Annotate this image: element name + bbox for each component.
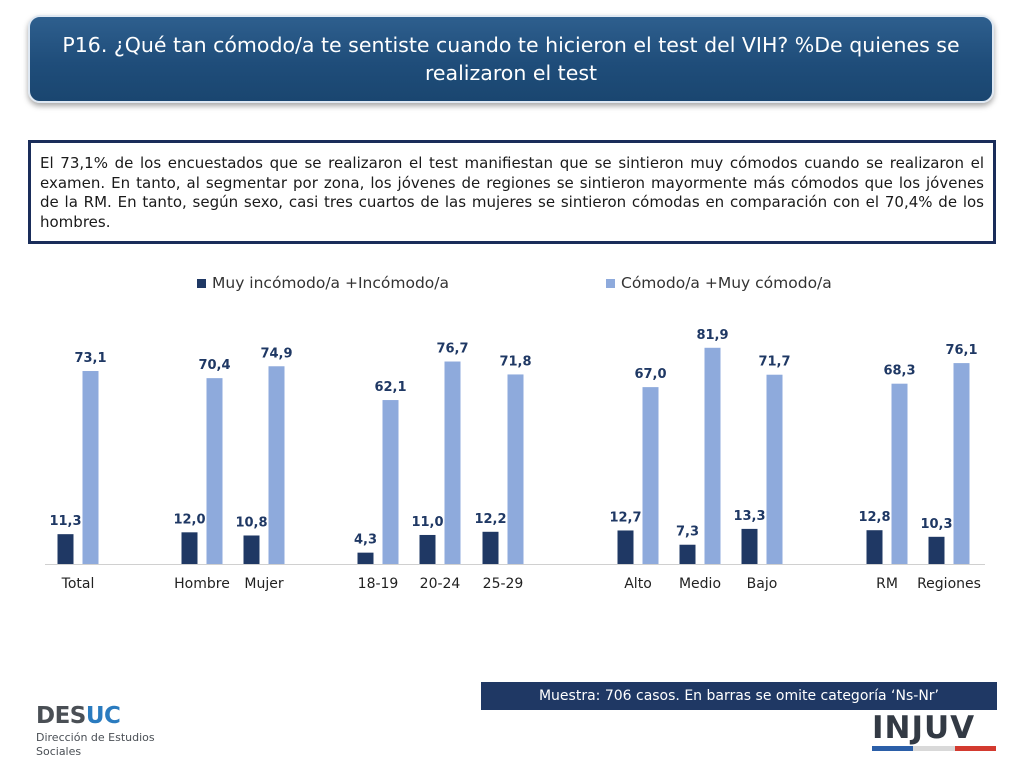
data-label-series-1-medio: 7,3 xyxy=(676,525,699,540)
bar-series-2-18-19 xyxy=(382,400,399,564)
bar-series-1-regiones xyxy=(928,536,945,564)
bar-series-2-total xyxy=(82,371,99,564)
bar-series-2-bajo xyxy=(766,374,783,564)
bar-chart: 11,3 73,1 Total 12,0 70,4 Hombre 10,8 74,9 Mujer… xyxy=(45,328,985,592)
category-label-alto: Alto xyxy=(624,576,652,592)
data-label-series-1-20-24: 11,0 xyxy=(411,515,443,530)
data-label-series-1-18-19: 4,3 xyxy=(354,533,377,548)
data-label-series-2-total: 73,1 xyxy=(74,351,106,366)
data-label-series-1-25-29: 12,2 xyxy=(474,512,506,527)
data-label-series-2-20-24: 76,7 xyxy=(436,342,468,357)
data-label-series-1-hombre: 12,0 xyxy=(173,512,205,527)
desuc-wordmark: DESUC xyxy=(36,703,155,729)
data-label-series-1-total: 11,3 xyxy=(49,514,81,529)
data-label-series-2-bajo: 71,7 xyxy=(758,355,790,370)
category-label-mujer: Mujer xyxy=(244,576,283,592)
category-label-total: Total xyxy=(61,576,95,592)
bar-series-2-25-29 xyxy=(507,374,524,564)
chart-legend: Muy incómodo/a +Incómodo/a Cómodo/a +Muy… xyxy=(0,274,1024,296)
category-label-regiones: Regiones xyxy=(917,576,981,592)
summary-box: El 73,1% de los encuestados que se reali… xyxy=(28,140,996,244)
bar-series-2-rm xyxy=(891,383,908,564)
bar-series-1-medio xyxy=(679,544,696,564)
category-label-20-24: 20-24 xyxy=(420,576,461,592)
bar-series-2-regiones xyxy=(953,363,970,564)
legend-swatch-series-2 xyxy=(606,278,615,288)
data-label-series-2-mujer: 74,9 xyxy=(260,346,292,361)
desuc-subtitle: Dirección de Estudios Sociales xyxy=(36,731,155,759)
injuv-logo: INJUV xyxy=(872,712,996,751)
data-label-series-1-regiones: 10,3 xyxy=(920,517,952,532)
bar-series-1-total xyxy=(57,534,74,564)
legend-swatch-series-1 xyxy=(197,278,206,288)
bar-series-2-mujer xyxy=(268,366,285,564)
bar-series-1-20-24 xyxy=(419,534,436,564)
data-label-series-1-bajo: 13,3 xyxy=(733,509,765,524)
page-title-text: P16. ¿Qué tan cómodo/a te sentiste cuand… xyxy=(62,33,960,85)
injuv-wordmark: INJUV xyxy=(872,710,976,746)
legend-label-series-1: Muy incómodo/a +Incómodo/a xyxy=(212,274,449,292)
data-label-series-2-rm: 68,3 xyxy=(883,364,915,379)
bar-series-2-hombre xyxy=(206,378,223,564)
category-label-medio: Medio xyxy=(679,576,721,592)
data-label-series-1-rm: 12,8 xyxy=(858,510,890,525)
bar-series-1-25-29 xyxy=(482,531,499,564)
data-label-series-2-18-19: 62,1 xyxy=(374,380,406,395)
data-label-series-1-alto: 12,7 xyxy=(609,510,641,525)
bar-series-1-mujer xyxy=(243,535,260,564)
data-label-series-2-hombre: 70,4 xyxy=(198,358,230,373)
data-label-series-2-alto: 67,0 xyxy=(634,367,666,382)
bar-series-1-rm xyxy=(866,530,883,564)
bar-series-1-hombre xyxy=(181,532,198,564)
category-label-rm: RM xyxy=(876,576,898,592)
category-label-hombre: Hombre xyxy=(174,576,230,592)
desuc-subtitle-line-2: Sociales xyxy=(36,745,82,758)
desuc-subtitle-line-1: Dirección de Estudios xyxy=(36,731,155,744)
category-label-18-19: 18-19 xyxy=(358,576,399,592)
data-label-series-1-mujer: 10,8 xyxy=(235,515,267,530)
data-label-series-2-medio: 81,9 xyxy=(696,328,728,343)
category-label-25-29: 25-29 xyxy=(483,576,524,592)
bar-series-2-medio xyxy=(704,347,721,564)
legend-item-series-2: Cómodo/a +Muy cómodo/a xyxy=(606,274,832,292)
desuc-logo: DESUC Dirección de Estudios Sociales xyxy=(36,703,155,759)
bar-series-1-alto xyxy=(617,530,634,564)
footnote-text: Muestra: 706 casos. En barras se omite c… xyxy=(538,688,940,704)
bar-series-2-20-24 xyxy=(444,361,461,564)
data-label-series-2-25-29: 71,8 xyxy=(499,354,531,369)
bar-series-1-18-19 xyxy=(357,552,374,564)
desuc-wordmark-main: DES xyxy=(36,703,86,729)
summary-text: El 73,1% de los encuestados que se reali… xyxy=(40,154,984,231)
bar-series-2-alto xyxy=(642,387,659,564)
legend-label-series-2: Cómodo/a +Muy cómodo/a xyxy=(621,274,832,292)
bar-series-1-bajo xyxy=(741,528,758,564)
desuc-wordmark-accent: UC xyxy=(85,703,121,729)
category-label-bajo: Bajo xyxy=(747,576,778,592)
footnote-banner: Muestra: 706 casos. En barras se omite c… xyxy=(481,682,997,710)
data-label-series-2-regiones: 76,1 xyxy=(945,343,977,358)
injuv-flag-stripe xyxy=(872,746,996,751)
page-title: P16. ¿Qué tan cómodo/a te sentiste cuand… xyxy=(28,15,994,103)
legend-item-series-1: Muy incómodo/a +Incómodo/a xyxy=(197,274,449,292)
